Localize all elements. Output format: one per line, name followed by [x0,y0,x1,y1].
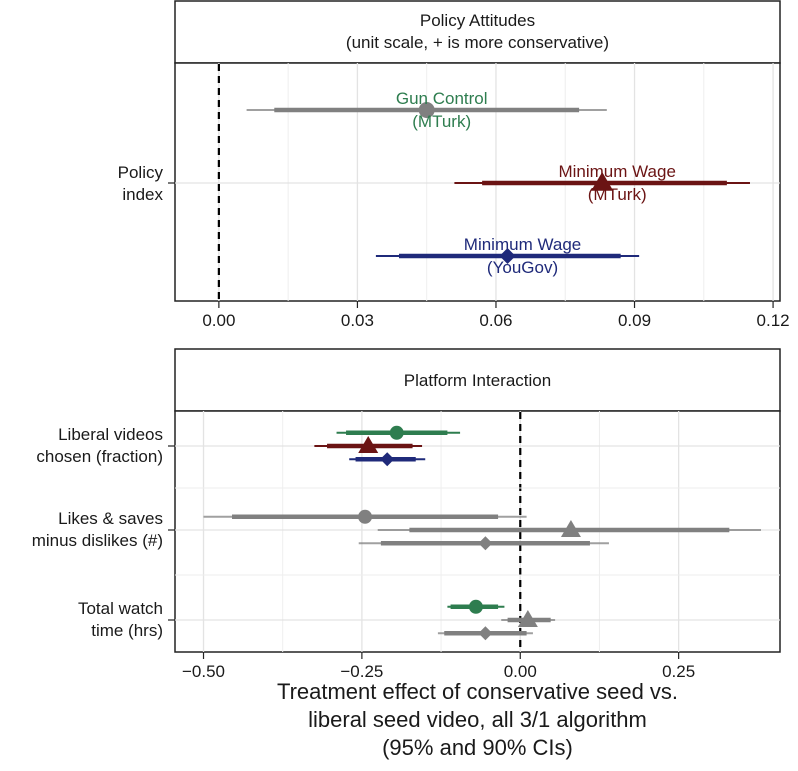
policy-y-label-line1: Policy [118,163,164,182]
diamond-marker [380,452,395,467]
x-axis-title-line2: liberal seed video, all 3/1 algorithm [308,707,647,732]
platform-y-label-line1: Likes & saves [58,509,163,528]
policy-strip-subtitle: (unit scale, + is more conservative) [346,33,609,52]
platform-estimate-6 [358,536,609,551]
platform-marks [203,425,761,641]
x-axis-title-line1: Treatment effect of conservative seed vs… [277,679,678,704]
triangle-marker [358,436,379,453]
platform-x-tick-label: −0.50 [182,662,225,681]
platform-x-tick-label: 0.25 [662,662,695,681]
triangle-marker [560,520,581,537]
policy-y-label-line2: index [122,185,163,204]
circle-marker [389,425,404,440]
policy-estimate-1: Gun Control (MTurk) [246,89,607,131]
diamond-marker [478,536,493,551]
point-label-line1: Minimum Wage [558,162,675,181]
policy-estimate-2: Minimum Wage (MTurk) [454,162,750,204]
policy-x-axis: 0.00 0.03 0.06 0.09 0.12 [202,301,790,330]
circle-marker [468,599,483,614]
platform-strip-title: Platform Interaction [404,371,551,390]
platform-estimate-7 [447,599,505,614]
policy-strip-title: Policy Attitudes [420,11,535,30]
platform-y-label-line2: chosen (fraction) [36,447,163,466]
point-label-line1: Gun Control [396,89,488,108]
point-label-line1: Minimum Wage [464,235,581,254]
point-label-line2: (MTurk) [412,112,471,131]
point-label-line2: (YouGov) [487,258,558,277]
policy-x-tick-label: 0.00 [202,311,235,330]
platform-estimate-5 [377,520,761,537]
policy-estimate-3: Minimum Wage (YouGov) [375,235,640,277]
x-axis-title-line3: (95% and 90% CIs) [382,735,573,760]
platform-panel: Platform Interaction Liberal videos chose… [32,348,781,760]
platform-x-tick-label: 0.00 [504,662,537,681]
policy-x-tick-label: 0.03 [341,311,374,330]
policy-x-tick-label: 0.06 [479,311,512,330]
policy-x-tick-label: 0.12 [757,311,790,330]
platform-y-label-line1: Liberal videos [58,425,163,444]
policy-panel: Policy Attitudes (unit scale, + is more … [118,0,790,330]
platform-x-tick-label: −0.25 [340,662,383,681]
policy-strip [174,0,781,64]
platform-estimate-9 [437,626,533,641]
circle-marker [358,509,373,524]
platform-y-label-line2: minus dislikes (#) [32,531,163,550]
platform-estimate-8 [501,610,556,627]
triangle-marker [591,172,614,191]
platform-x-axis: −0.50 −0.25 0.00 0.25 [182,652,695,681]
platform-strip [174,348,781,412]
platform-y-labels: Liberal videos chosen (fraction) Likes & s… [32,425,175,640]
platform-estimate-4 [203,509,527,524]
platform-y-label-line1: Total watch [78,599,163,618]
platform-estimate-3 [349,452,426,467]
point-label-line2: (MTurk) [588,185,647,204]
platform-estimate-2 [314,436,423,453]
diamond-marker [499,248,516,264]
platform-y-label-line2: time (hrs) [91,621,163,640]
triangle-marker [517,610,538,627]
platform-estimate-1 [336,425,461,440]
policy-x-tick-label: 0.09 [618,311,651,330]
circle-marker [418,102,435,118]
diamond-marker [478,626,493,641]
policy-marks: Gun Control(MTurk)Minimum Wage(MTurk)Min… [246,89,750,277]
